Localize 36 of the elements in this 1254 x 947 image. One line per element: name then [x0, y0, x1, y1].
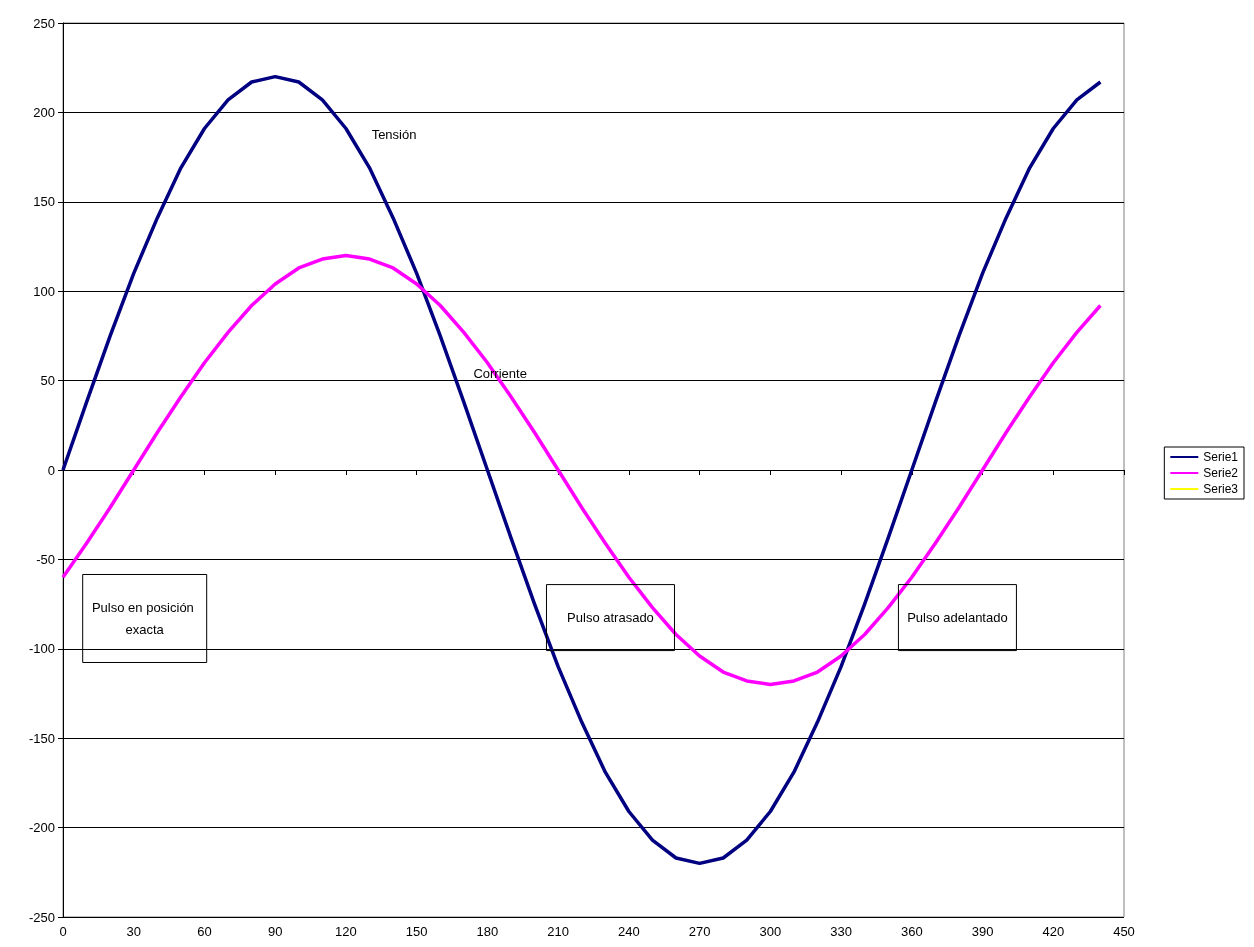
x-tick-label: 90: [267, 924, 283, 939]
y-tick-label: -150: [28, 730, 55, 746]
x-tick-label: 60: [197, 924, 212, 939]
x-tick-label: 180: [476, 924, 499, 939]
y-tick-label: -200: [28, 820, 55, 836]
x-tick-label: 0: [59, 924, 67, 939]
y-tick-label: -250: [28, 909, 55, 925]
x-tick-label: 270: [688, 924, 711, 939]
x-tick-label: 330: [830, 924, 852, 939]
annotation: Tensión: [371, 126, 417, 142]
legend-label: Serie1: [1203, 450, 1239, 464]
x-tick-label: 300: [759, 924, 782, 939]
legend-label: Serie3: [1203, 482, 1239, 496]
y-tick-label: 150: [33, 194, 55, 210]
x-tick-label: 30: [126, 924, 141, 939]
legend-label: Serie2: [1203, 466, 1239, 480]
x-tick-label: 450: [1113, 924, 1135, 939]
y-tick-label: 250: [33, 15, 55, 31]
x-tick-label: 240: [618, 924, 640, 939]
y-tick-label: 200: [33, 104, 55, 120]
y-tick-label: 0: [47, 462, 55, 478]
line-series: [61, 253, 1103, 687]
y-tick-label: 50: [40, 373, 55, 389]
line-series: [61, 74, 1103, 866]
annotation: Pulso adelantado: [907, 610, 1008, 626]
annotation: Pulso atrasado: [567, 610, 654, 626]
x-tick-label: 150: [405, 924, 428, 939]
annotation: Pulso en posición exacta: [91, 599, 198, 637]
x-tick-label: 210: [547, 924, 569, 939]
y-tick-label: -50: [36, 551, 55, 567]
x-tick-label: 120: [335, 924, 357, 939]
y-tick-label: -100: [28, 641, 55, 657]
x-tick-label: 360: [900, 924, 923, 939]
x-tick-label: 390: [971, 924, 994, 939]
x-tick-label: 420: [1042, 924, 1065, 939]
y-tick-label: 100: [33, 283, 55, 299]
